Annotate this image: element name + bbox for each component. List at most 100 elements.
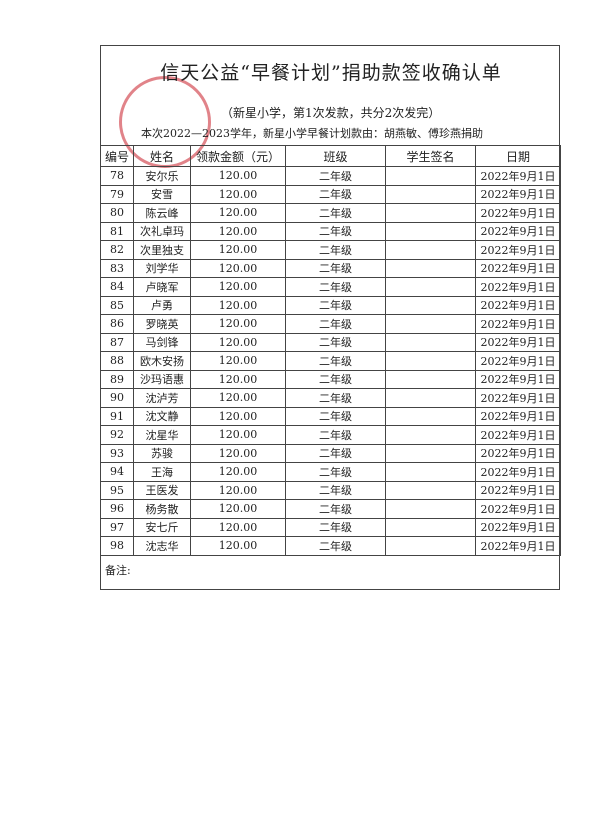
table-row: 96 杨务散 120.00 二年级 2022年9月1日 [100, 499, 561, 519]
date: 2022年9月1日 [475, 332, 561, 352]
amount: 120.00 [190, 499, 286, 519]
date: 2022年9月1日 [475, 240, 561, 260]
row-number: 79 [100, 184, 134, 204]
amount: 120.00 [190, 480, 286, 500]
amount: 120.00 [190, 295, 286, 315]
amount: 120.00 [190, 332, 286, 352]
date: 2022年9月1日 [475, 314, 561, 334]
table-body: 78 安尔乐 120.00 二年级 2022年9月1日 79 安雪 120.00 二年级 2022… [100, 166, 561, 556]
date: 2022年9月1日 [475, 369, 561, 389]
signature-cell [385, 351, 476, 371]
signature-cell [385, 221, 476, 241]
grade: 二年级 [285, 480, 386, 500]
table-row: 79 安雪 120.00 二年级 2022年9月1日 [100, 184, 561, 204]
donor-note: 本次2022—2023学年，新星小学早餐计划款由：胡燕敏、傅珍燕捐助 [141, 127, 483, 140]
grade: 二年级 [285, 369, 386, 389]
amount: 120.00 [190, 277, 286, 297]
student-name: 王海 [133, 462, 191, 482]
amount: 120.00 [190, 425, 286, 445]
row-number: 96 [100, 499, 134, 519]
student-name: 次里独支 [133, 240, 191, 260]
date: 2022年9月1日 [475, 480, 561, 500]
grade: 二年级 [285, 443, 386, 463]
amount: 120.00 [190, 406, 286, 426]
title: 信天公益“早餐计划”捐助款签收确认单 [160, 62, 502, 84]
date: 2022年9月1日 [475, 166, 561, 186]
row-number: 93 [100, 443, 134, 463]
table-row: 93 苏骏 120.00 二年级 2022年9月1日 [100, 443, 561, 463]
grade: 二年级 [285, 332, 386, 352]
signature-cell [385, 517, 476, 537]
signature-cell [385, 277, 476, 297]
grade: 二年级 [285, 351, 386, 371]
table-row: 90 沈泸芳 120.00 二年级 2022年9月1日 [100, 388, 561, 408]
student-name: 罗晓英 [133, 314, 191, 334]
grade: 二年级 [285, 240, 386, 260]
date: 2022年9月1日 [475, 184, 561, 204]
table-row: 87 马剑锋 120.00 二年级 2022年9月1日 [100, 332, 561, 352]
header-row: 编号 姓名 领款金额（元） 班级 学生签名 日期 [100, 145, 561, 167]
table-row: 81 次礼卓玛 120.00 二年级 2022年9月1日 [100, 221, 561, 241]
student-name: 沈志华 [133, 536, 191, 556]
signature-cell [385, 332, 476, 352]
amount: 120.00 [190, 536, 286, 556]
table-row: 86 罗晓英 120.00 二年级 2022年9月1日 [100, 314, 561, 334]
signature-cell [385, 314, 476, 334]
table-row: 88 欧木安扬 120.00 二年级 2022年9月1日 [100, 351, 561, 371]
column-header: 编号 [100, 145, 134, 167]
row-number: 89 [100, 369, 134, 389]
table-row: 97 安七斤 120.00 二年级 2022年9月1日 [100, 517, 561, 537]
amount: 120.00 [190, 314, 286, 334]
date: 2022年9月1日 [475, 258, 561, 278]
date: 2022年9月1日 [475, 388, 561, 408]
student-name: 沙玛语惠 [133, 369, 191, 389]
column-header: 日期 [475, 145, 561, 167]
table-row: 85 卢勇 120.00 二年级 2022年9月1日 [100, 295, 561, 315]
grade: 二年级 [285, 203, 386, 223]
signature-cell [385, 480, 476, 500]
table: 编号 姓名 领款金额（元） 班级 学生签名 日期 78 安尔乐 120.00 二年级 2022年9… [100, 145, 561, 556]
table-row: 78 安尔乐 120.00 二年级 2022年9月1日 [100, 166, 561, 186]
row-number: 95 [100, 480, 134, 500]
amount: 120.00 [190, 166, 286, 186]
date: 2022年9月1日 [475, 499, 561, 519]
student-name: 陈云峰 [133, 203, 191, 223]
student-name: 沈星华 [133, 425, 191, 445]
student-name: 沈泸芳 [133, 388, 191, 408]
grade: 二年级 [285, 184, 386, 204]
row-number: 88 [100, 351, 134, 371]
row-number: 78 [100, 166, 134, 186]
student-name: 安尔乐 [133, 166, 191, 186]
signature-cell [385, 369, 476, 389]
column-header: 学生签名 [385, 145, 476, 167]
form: 信天公益“早餐计划”捐助款签收确认单 （新星小学，第1次发款，共分2次发完） 本… [100, 45, 561, 590]
signature-cell [385, 388, 476, 408]
table-row: 95 王医发 120.00 二年级 2022年9月1日 [100, 480, 561, 500]
grade: 二年级 [285, 166, 386, 186]
signature-cell [385, 166, 476, 186]
column-header: 姓名 [133, 145, 191, 167]
row-number: 85 [100, 295, 134, 315]
signature-cell [385, 462, 476, 482]
signature-cell [385, 203, 476, 223]
amount: 120.00 [190, 517, 286, 537]
signature-cell [385, 406, 476, 426]
table-row: 91 沈文静 120.00 二年级 2022年9月1日 [100, 406, 561, 426]
row-number: 92 [100, 425, 134, 445]
student-name: 王医发 [133, 480, 191, 500]
grade: 二年级 [285, 388, 386, 408]
amount: 120.00 [190, 351, 286, 371]
grade: 二年级 [285, 517, 386, 537]
table-row: 92 沈星华 120.00 二年级 2022年9月1日 [100, 425, 561, 445]
student-name: 杨务散 [133, 499, 191, 519]
signature-cell [385, 499, 476, 519]
date: 2022年9月1日 [475, 406, 561, 426]
amount: 120.00 [190, 240, 286, 260]
amount: 120.00 [190, 443, 286, 463]
amount: 120.00 [190, 462, 286, 482]
row-number: 87 [100, 332, 134, 352]
date: 2022年9月1日 [475, 221, 561, 241]
grade: 二年级 [285, 295, 386, 315]
student-name: 欧木安扬 [133, 351, 191, 371]
student-name: 沈文静 [133, 406, 191, 426]
